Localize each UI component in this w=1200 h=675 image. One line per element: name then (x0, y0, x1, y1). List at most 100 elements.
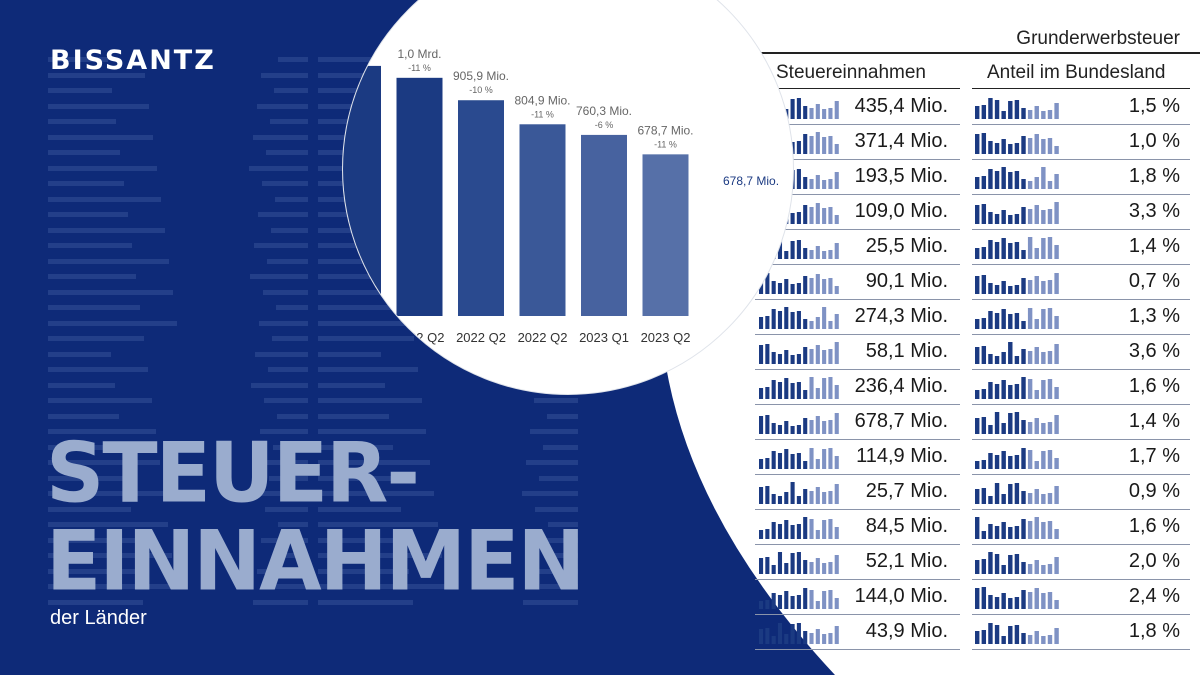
sparkline-bar (981, 133, 987, 154)
sparkline-bar (1027, 379, 1033, 399)
sparkline-bar (759, 317, 764, 329)
sparkline-bar (822, 634, 827, 644)
subheadline: der Länder (50, 607, 147, 629)
sparkline-bar (1014, 597, 1020, 609)
sparkline-bar (815, 345, 820, 364)
sparkline-bar (796, 382, 801, 399)
tax-revenue-value: 193,5 Mio. (854, 165, 948, 187)
sparkline-bar (815, 246, 820, 259)
background-row (48, 533, 308, 549)
background-row (48, 238, 308, 254)
table-row: 274,3 Mio. 1,3 % (750, 300, 1200, 335)
tax-revenue-value: 236,4 Mio. (854, 375, 948, 397)
sparkline-bar (834, 101, 839, 119)
background-row (48, 595, 308, 611)
sparkline-bar (1027, 521, 1033, 539)
sparkline (975, 448, 1059, 469)
background-row (318, 424, 578, 440)
sparkline-bar (834, 342, 839, 364)
tax-revenue-value: 58,1 Mio. (865, 340, 948, 362)
sparkline-bar (784, 634, 789, 644)
sparkline-bar (1021, 321, 1026, 329)
sparkline-bar (1034, 177, 1039, 189)
sparkline-bar (975, 276, 980, 294)
sparkline-bar (981, 460, 987, 469)
sparkline-bar (815, 203, 820, 224)
sparkline-bar (988, 169, 993, 189)
sparkline-bar (1014, 526, 1020, 539)
background-row (48, 471, 308, 487)
row-divider (755, 124, 960, 125)
sparkline-bar (1008, 144, 1013, 154)
sparkline-bar (803, 248, 808, 259)
sparkline-bar (828, 250, 833, 259)
sparkline-bar (988, 354, 993, 364)
x-tick-label: 2023 Q1 (579, 330, 629, 345)
table-row: 25,5 Mio. 1,4 % (750, 230, 1200, 265)
share-value: 1,6 % (1128, 375, 1180, 397)
sparkline (759, 623, 839, 644)
row-divider (755, 404, 960, 405)
sparkline-bar (759, 601, 764, 609)
row-divider (972, 264, 1190, 265)
sparkline-bar (1054, 557, 1059, 574)
row-divider (972, 299, 1190, 300)
tax-revenue-value: 144,0 Mio. (854, 585, 948, 607)
sparkline-bar (834, 243, 839, 259)
sparkline-bar (828, 207, 833, 224)
sparkline-bar (1027, 181, 1033, 189)
sparkline-bar (771, 636, 776, 644)
sparkline-bar (994, 384, 1000, 399)
background-row (48, 99, 308, 115)
sparkline-bar (1027, 351, 1033, 364)
sparkline-bar (1034, 560, 1039, 574)
sparkline-bar (1027, 237, 1033, 259)
sparkline-bar (981, 275, 987, 294)
change-label: -11 % (531, 109, 554, 119)
chart-bar (642, 154, 689, 316)
background-row (48, 192, 308, 208)
sparkline-bar (1008, 555, 1013, 574)
sparkline-bar (803, 461, 808, 469)
x-tick-label: Q1 (349, 330, 366, 345)
sparkline-bar (1008, 626, 1013, 644)
background-row (48, 207, 308, 223)
background-row (48, 254, 308, 270)
sparkline-bar (777, 524, 783, 539)
sparkline-bar (988, 212, 993, 224)
background-row (318, 548, 578, 564)
sparkline-bar (796, 425, 801, 434)
share-value: 1,6 % (1128, 515, 1180, 537)
sparkline-bar (994, 356, 1000, 364)
sparkline-bar (809, 633, 814, 644)
sparkline-bar (815, 388, 820, 399)
tax-revenue-value: 109,0 Mio. (854, 200, 948, 222)
share-value: 1,8 % (1128, 620, 1180, 642)
sparkline-bar (1001, 167, 1006, 189)
background-row (318, 455, 578, 471)
table-title: Grunderwerbsteuer (1016, 28, 1180, 49)
sparkline-bar (994, 625, 1000, 644)
headline: STEUER- EINNAHMEN (46, 430, 585, 605)
row-divider (972, 439, 1190, 440)
sparkline-bar (1041, 565, 1046, 574)
chart-lens: Q1 2022 Q2 1,0 Mrd. -11 % 2022 Q2 905,9 Mio. -… (342, 0, 794, 395)
sparkline-bar (790, 213, 795, 224)
row-divider (755, 509, 960, 510)
sparkline-bar (771, 281, 776, 294)
sparkline-bar (759, 629, 764, 644)
sparkline-bar (1021, 278, 1026, 294)
sparkline-bar (994, 597, 1000, 609)
sparkline-bar (1008, 172, 1013, 189)
background-row (48, 130, 308, 146)
sparkline-bar (1047, 181, 1053, 189)
sparkline-bar (834, 626, 839, 644)
sparkline-bar (1047, 110, 1053, 119)
share-value: 0,9 % (1128, 480, 1180, 502)
row-divider (972, 579, 1190, 580)
sparkline-bar (790, 355, 795, 364)
row-divider (972, 334, 1190, 335)
sparkline-bar (765, 486, 770, 504)
sparkline-bar (1008, 484, 1013, 504)
sparkline-bar (1001, 111, 1006, 119)
